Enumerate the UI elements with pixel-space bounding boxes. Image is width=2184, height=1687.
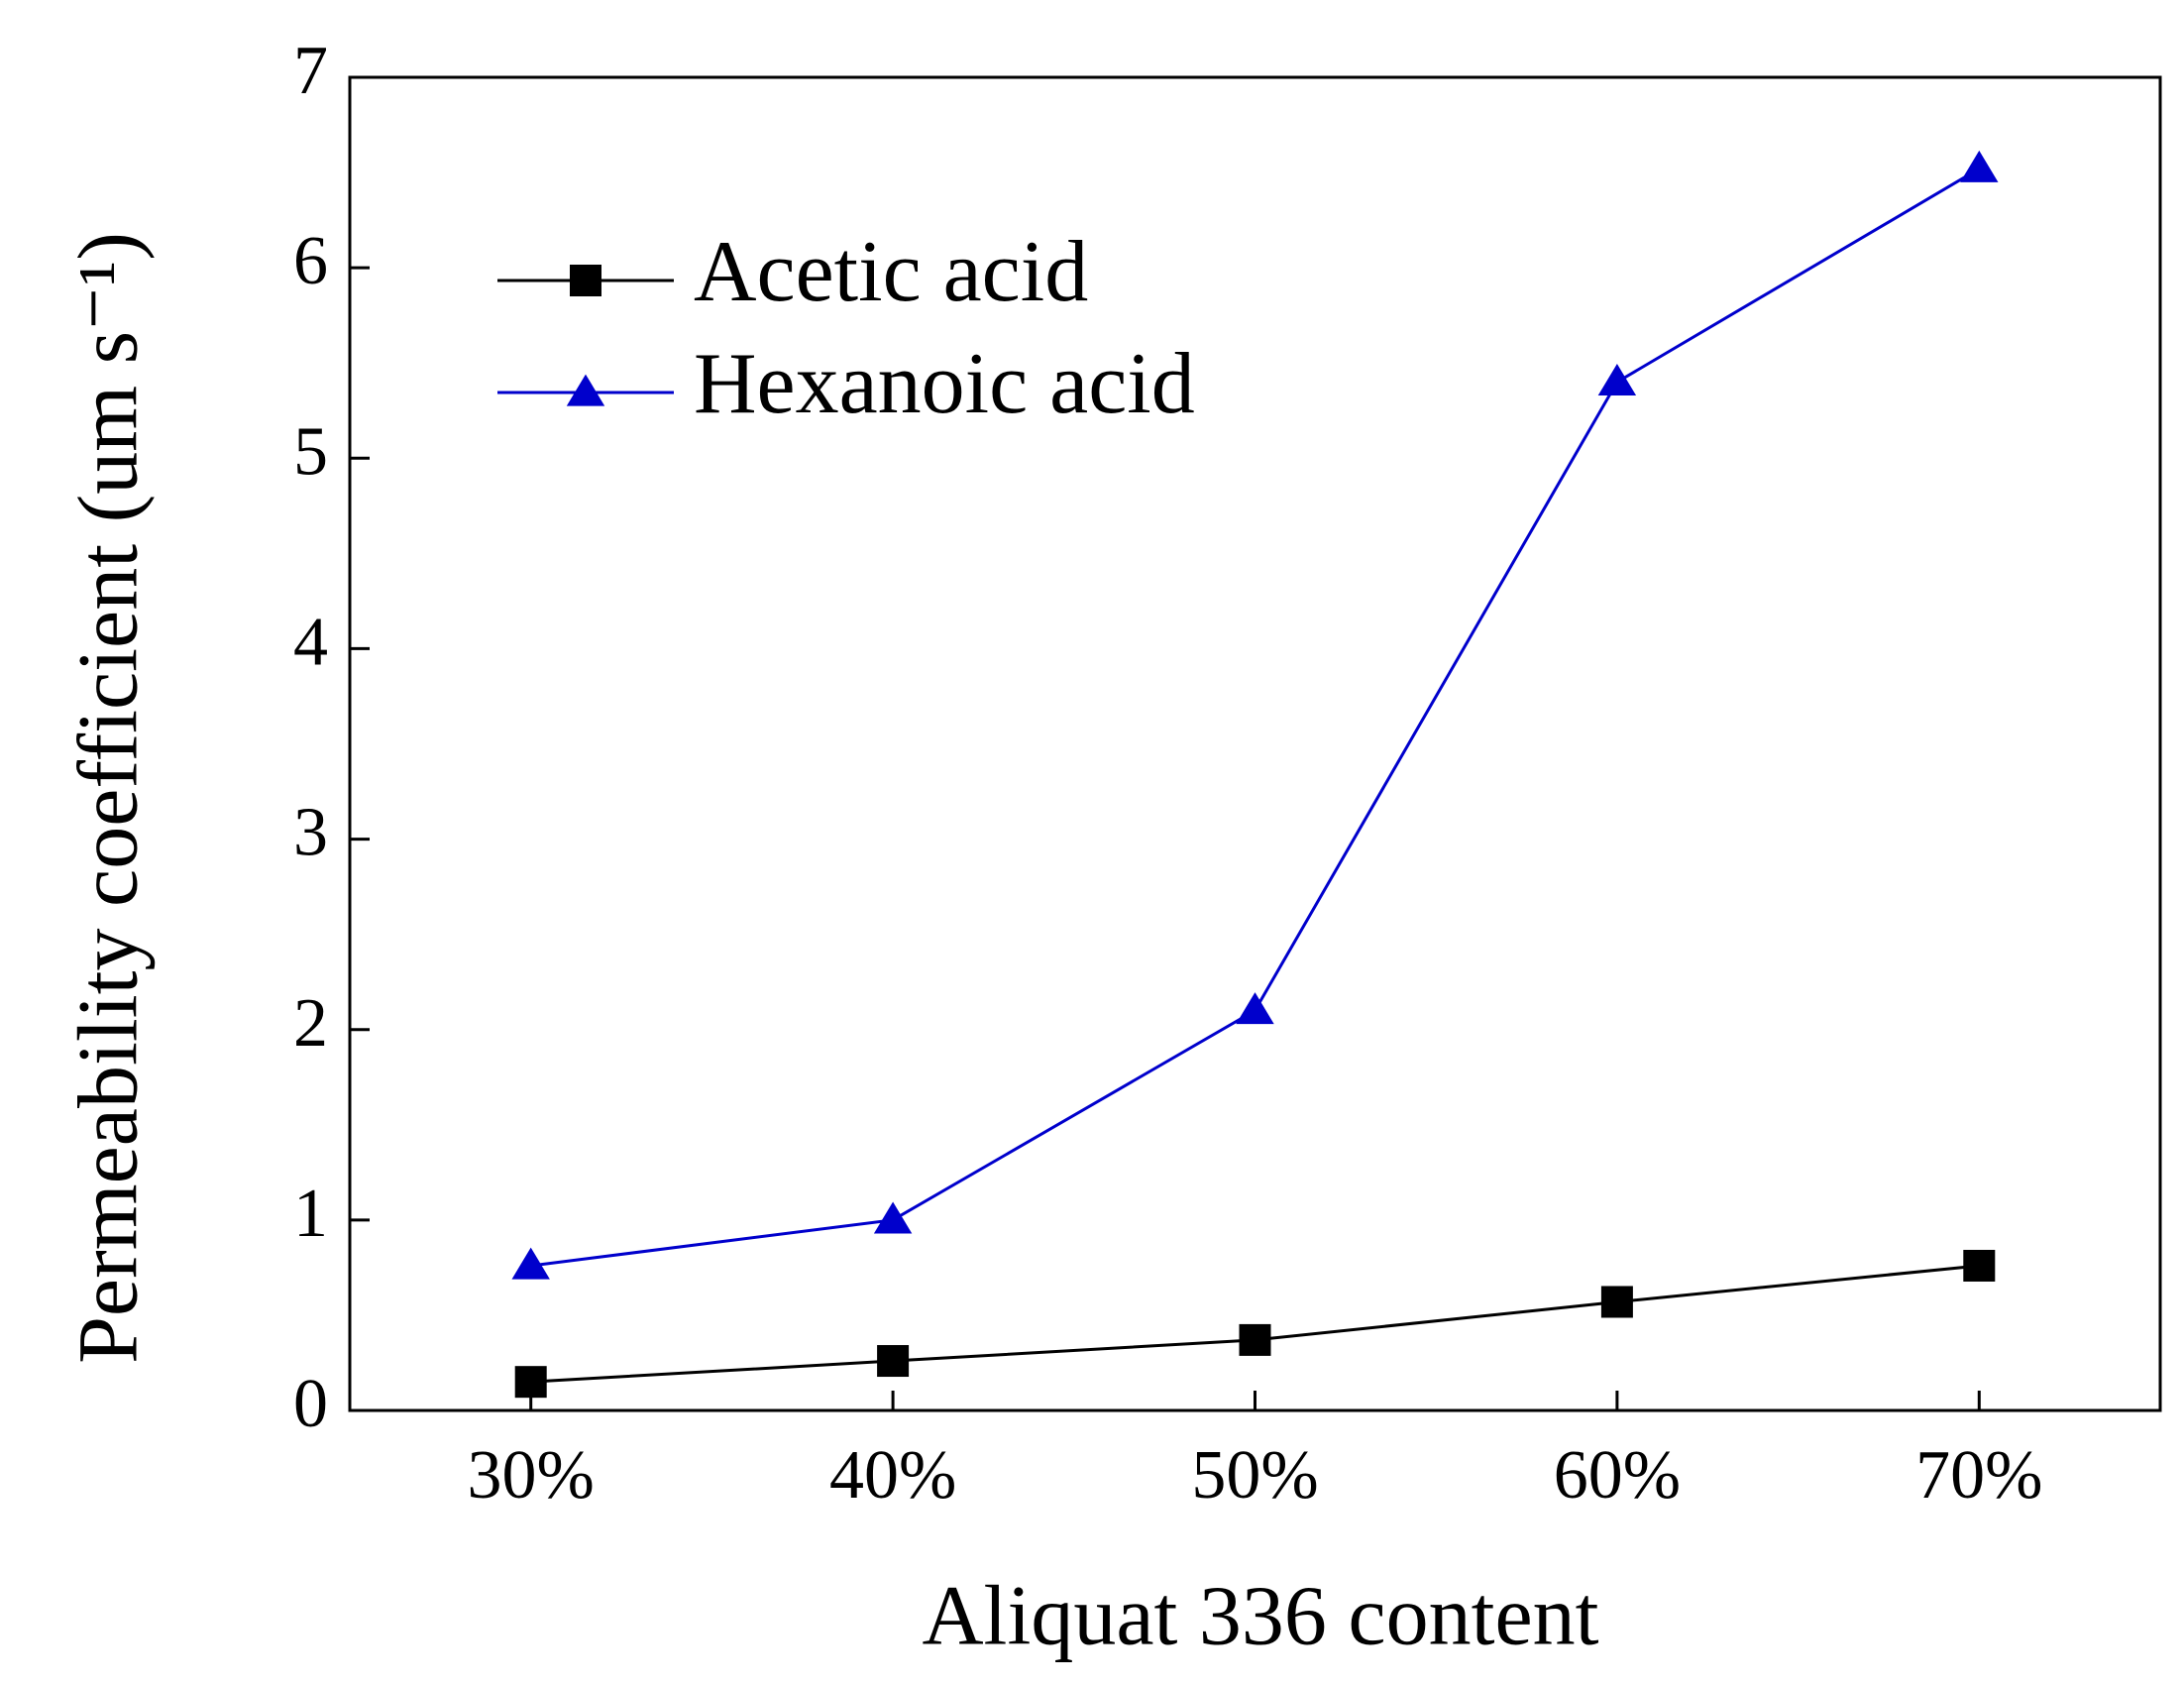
- plot-frame: [348, 75, 2162, 1412]
- y-tick-label: 2: [293, 985, 328, 1062]
- y-tick-label: 6: [293, 223, 328, 299]
- marker: [877, 1345, 910, 1378]
- y-tick-label: 4: [293, 604, 328, 680]
- x-tick-label: 60%: [1554, 1437, 1681, 1514]
- marker: [1963, 1249, 1996, 1282]
- y-tick-label: 1: [293, 1176, 328, 1252]
- marker: [1960, 150, 1999, 182]
- marker: [511, 1247, 550, 1280]
- x-tick-label: 30%: [468, 1437, 595, 1514]
- y-axis-label: Permeability coefficient (um s⁻¹): [60, 232, 156, 1364]
- legend-marker: [566, 374, 605, 406]
- x-axis-label: Aliquat 336 content: [922, 1568, 1598, 1663]
- y-tick-label: 5: [293, 413, 328, 490]
- y-tick-label: 3: [293, 795, 328, 871]
- marker: [1239, 1323, 1271, 1356]
- legend-label: Hexanoic acid: [694, 336, 1195, 432]
- x-tick-label: 50%: [1191, 1437, 1318, 1514]
- marker: [1236, 992, 1274, 1025]
- marker: [873, 1201, 913, 1234]
- x-tick-label: 70%: [1915, 1437, 2042, 1514]
- series-line: [530, 167, 1981, 1268]
- y-tick-label: 7: [293, 33, 328, 109]
- y-tick-label: 0: [293, 1366, 328, 1442]
- marker: [1600, 1286, 1633, 1318]
- marker: [1597, 364, 1637, 396]
- x-tick-label: 40%: [829, 1437, 956, 1514]
- legend-marker: [570, 265, 601, 296]
- marker: [514, 1366, 547, 1399]
- series-line: [530, 1264, 1980, 1384]
- legend-label: Acetic acid: [694, 224, 1088, 320]
